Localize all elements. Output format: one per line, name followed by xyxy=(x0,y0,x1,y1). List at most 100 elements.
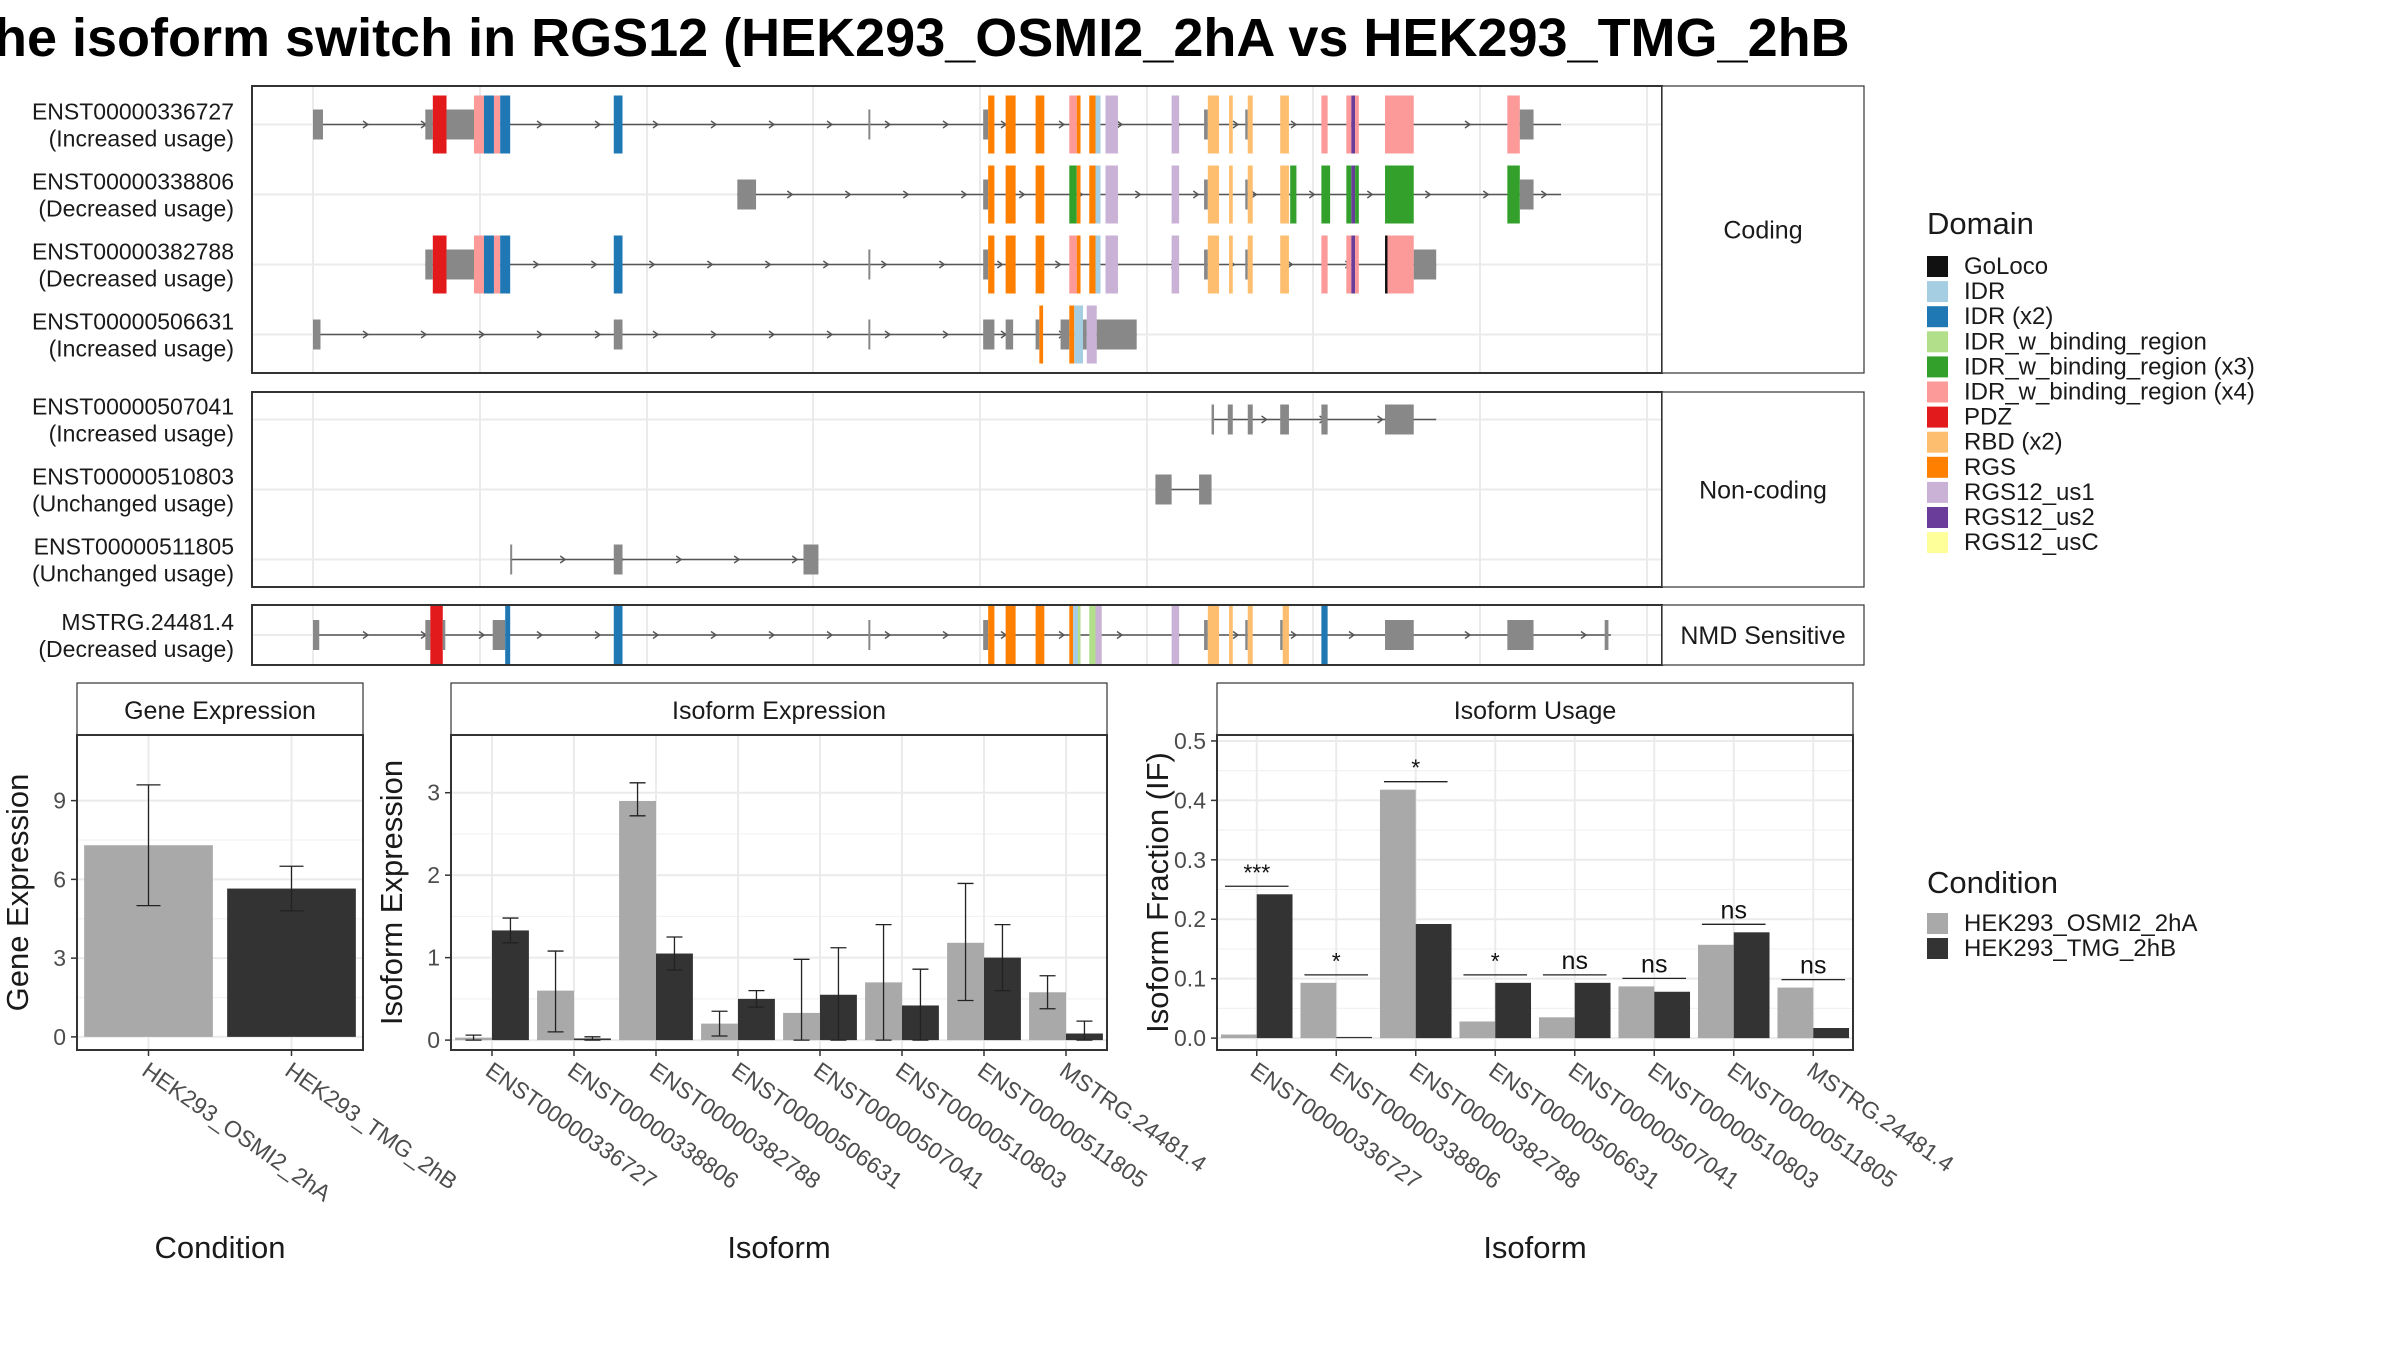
exon xyxy=(1604,620,1609,650)
bar xyxy=(227,888,356,1037)
panel-strip-label: NMD Sensitive xyxy=(1680,622,1845,650)
domain-legend-swatch xyxy=(1927,481,1948,503)
exon xyxy=(1204,109,1208,140)
exon xyxy=(1035,319,1040,350)
panel-strip xyxy=(1661,391,1865,588)
intron-direction-arrow xyxy=(420,330,428,339)
exon xyxy=(425,109,433,140)
intron-direction-arrow xyxy=(362,330,370,339)
exon xyxy=(1321,404,1328,435)
intron-direction-arrow xyxy=(1308,190,1316,199)
domain-legend-label: GoLoco xyxy=(1964,253,2048,280)
bar xyxy=(1813,1028,1850,1039)
condition-legend-label: HEK293_TMG_2hB xyxy=(1964,935,2176,962)
domain-legend-label: RGS12_us2 xyxy=(1964,504,2095,531)
chart-plot-border xyxy=(76,734,364,1051)
exon-domain xyxy=(1086,305,1097,364)
isoform-row-label: ENST00000507041 xyxy=(32,394,234,420)
x-axis-title: Isoform xyxy=(1483,1230,1586,1265)
exon-domain xyxy=(1095,606,1102,664)
exon xyxy=(446,249,474,280)
condition-legend-swatch xyxy=(1927,913,1948,934)
intron-direction-arrow xyxy=(362,120,370,129)
intron-direction-arrow xyxy=(710,630,718,640)
exon-domain xyxy=(1095,95,1101,154)
intron-direction-arrow xyxy=(1058,630,1066,640)
exon-domain xyxy=(1069,95,1077,154)
intron-direction-arrow xyxy=(1018,190,1026,199)
exon-domain xyxy=(1089,235,1096,294)
exon-domain xyxy=(483,235,494,294)
intron-direction-arrow xyxy=(996,260,1004,269)
isoform-row-usage: (Decreased usage) xyxy=(38,636,234,662)
exon-domain xyxy=(1095,235,1101,294)
intron-direction-arrow xyxy=(1250,190,1258,199)
exon-domain xyxy=(1280,95,1289,154)
exon xyxy=(1280,620,1283,650)
exon xyxy=(313,620,320,650)
significance-label: *** xyxy=(1243,859,1270,885)
exon-domain xyxy=(1355,235,1359,294)
exon xyxy=(613,544,623,575)
exon-domain xyxy=(1171,95,1180,154)
intron-direction-arrow xyxy=(884,330,892,339)
isoform-row-label: ENST00000336727 xyxy=(32,99,234,125)
exon-domain xyxy=(1385,235,1388,294)
exon-domain xyxy=(432,235,447,294)
domain-legend-label: RBD (x2) xyxy=(1964,429,2063,456)
domain-legend-label: RGS xyxy=(1964,454,2016,481)
exon xyxy=(1385,404,1414,435)
exon xyxy=(425,620,431,650)
exon-domain xyxy=(500,235,511,294)
exon xyxy=(1096,319,1137,350)
bar xyxy=(1574,982,1611,1039)
exon xyxy=(983,620,989,650)
isoform-row-label: ENST00000511805 xyxy=(34,534,234,560)
exon-domain xyxy=(1229,235,1233,294)
exon xyxy=(313,109,323,140)
exon xyxy=(1060,319,1070,350)
intron-direction-arrow xyxy=(594,630,602,640)
intron-direction-arrow xyxy=(942,330,950,339)
exon-domain xyxy=(1171,165,1180,224)
exon-domain xyxy=(1351,95,1356,154)
exon-domain xyxy=(432,95,447,154)
exon xyxy=(1005,319,1014,350)
exon-domain xyxy=(1171,606,1180,664)
isoform-row-label: ENST00000510803 xyxy=(32,464,234,490)
significance-label: * xyxy=(1411,755,1420,781)
intron-direction-arrow xyxy=(1116,120,1124,129)
exon xyxy=(1245,620,1248,650)
intron-direction-arrow xyxy=(880,260,888,269)
significance-label: ns xyxy=(1562,947,1588,975)
exon-domain xyxy=(1247,606,1253,664)
exon-domain xyxy=(1074,305,1084,364)
intron-direction-arrow xyxy=(1286,260,1294,269)
exon-domain xyxy=(1039,305,1044,364)
exon-domain xyxy=(505,606,511,664)
exon-domain xyxy=(1005,165,1016,224)
y-tick-label: 2 xyxy=(427,862,440,888)
bar xyxy=(1618,986,1655,1039)
intron-direction-arrow xyxy=(710,330,718,339)
domain-legend-title: Domain xyxy=(1927,206,2034,241)
bar xyxy=(1379,789,1416,1039)
domain-legend-swatch xyxy=(1927,456,1948,478)
intron-direction-arrow xyxy=(1464,630,1472,640)
y-tick-label: 3 xyxy=(427,780,440,806)
intron-direction-arrow xyxy=(1580,630,1588,640)
x-axis-title: Condition xyxy=(155,1230,286,1265)
intron-direction-arrow xyxy=(902,190,910,199)
exon xyxy=(425,249,433,280)
panel-strip-label: Non-coding xyxy=(1699,477,1827,505)
bar xyxy=(1300,982,1337,1039)
exon-domain xyxy=(1105,165,1118,224)
exon xyxy=(1247,404,1253,435)
intron-direction-arrow xyxy=(1232,630,1240,640)
significance-label: ns xyxy=(1800,952,1826,980)
isoform-row-label: ENST00000382788 xyxy=(32,239,234,265)
exon-domain xyxy=(1207,95,1220,154)
